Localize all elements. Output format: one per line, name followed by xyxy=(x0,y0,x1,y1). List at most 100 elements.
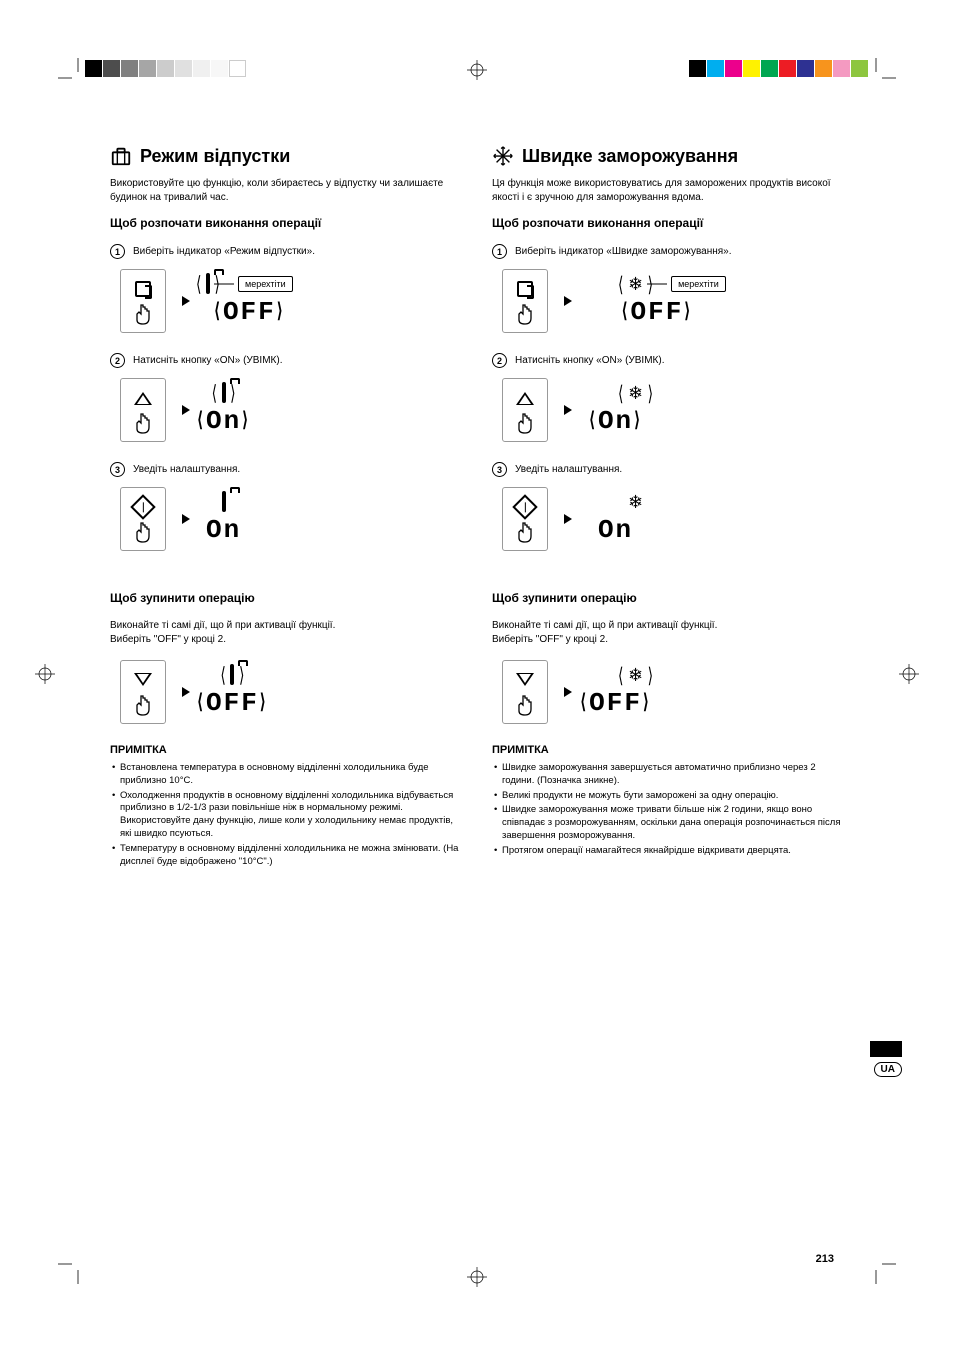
stop-diagram: ❄ OFF xyxy=(502,660,844,724)
step-text: Виберіть індикатор «Швидке заморожування… xyxy=(515,246,732,257)
language-badge: UA xyxy=(874,1059,902,1077)
step-text: Натисніть кнопку «ON» (УВІМК). xyxy=(515,355,664,366)
crop-mark-icon xyxy=(58,58,88,93)
arrow-right-icon xyxy=(182,296,190,306)
step-2-row: 2 Натисніть кнопку «ON» (УВІМК). xyxy=(492,353,844,368)
step-3-row: 3 Уведіть налаштування. xyxy=(492,462,844,477)
color-swatches xyxy=(689,60,869,82)
blink-label: мерехтіти xyxy=(238,276,293,292)
suitcase-icon xyxy=(110,145,132,167)
step-3-diagram: ❄ On xyxy=(502,487,844,551)
hand-pointer-icon xyxy=(133,522,153,542)
note-item: Температуру в основному відділенні холод… xyxy=(110,843,462,869)
triangle-up-icon xyxy=(133,388,153,408)
step-number-icon: 3 xyxy=(492,462,507,477)
fast-freeze-section: Швидке заморожування Ця функція може вик… xyxy=(492,145,844,871)
hand-pointer-icon xyxy=(133,304,153,324)
start-heading: Щоб розпочати виконання операції xyxy=(110,216,462,230)
blink-label: мерехтіти xyxy=(671,276,726,292)
arrow-right-icon xyxy=(182,405,190,415)
triangle-down-icon xyxy=(133,670,153,690)
step-3-diagram: On xyxy=(120,487,462,551)
note-heading: ПРИМІТКА xyxy=(492,744,844,756)
section-title: Швидке заморожування xyxy=(522,146,738,167)
page-content: Режим відпустки Використовуйте цю функці… xyxy=(110,145,844,871)
step-1-diagram: мерехтіти OFF xyxy=(120,269,462,333)
display-value: OFF xyxy=(589,688,642,718)
stop-text: Виконайте ті самі дії, що й при активаці… xyxy=(492,619,844,646)
snowflake-indicator-icon: ❄ xyxy=(628,275,643,293)
control-button xyxy=(120,660,166,724)
crop-mark-icon xyxy=(58,1254,88,1289)
suitcase-indicator-icon xyxy=(206,275,210,293)
hand-pointer-icon xyxy=(515,522,535,542)
enter-icon xyxy=(515,497,535,517)
step-2-row: 2 Натисніть кнопку «ON» (УВІМК). xyxy=(110,353,462,368)
snowflake-indicator-icon: ❄ xyxy=(628,666,643,684)
hand-pointer-icon xyxy=(133,413,153,433)
page-tab-marker xyxy=(870,1041,902,1057)
registration-mark-icon xyxy=(467,1267,487,1287)
stop-heading: Щоб зупинити операцію xyxy=(110,591,462,605)
display-value: On xyxy=(598,406,633,436)
vacation-mode-section: Режим відпустки Використовуйте цю функці… xyxy=(110,145,462,871)
step-number-icon: 1 xyxy=(110,244,125,259)
display-value: OFF xyxy=(630,297,683,327)
step-1-row: 1 Виберіть індикатор «Швидке заморожуван… xyxy=(492,244,844,259)
crop-mark-icon xyxy=(866,1254,896,1289)
step-text: Уведіть налаштування. xyxy=(515,464,622,475)
note-list: Швидке заморожування завершується автома… xyxy=(492,762,844,858)
note-item: Встановлена температура в основному відд… xyxy=(110,762,462,788)
arrow-right-icon xyxy=(564,687,572,697)
triangle-down-icon xyxy=(515,670,535,690)
step-number-icon: 3 xyxy=(110,462,125,477)
arrow-right-icon xyxy=(182,687,190,697)
registration-mark-icon xyxy=(899,664,919,684)
step-number-icon: 2 xyxy=(110,353,125,368)
step-number-icon: 2 xyxy=(492,353,507,368)
suitcase-indicator-icon xyxy=(222,493,226,511)
display-value: OFF xyxy=(223,297,276,327)
note-item: Великі продукти не можуть бути заморожен… xyxy=(492,790,844,803)
control-button xyxy=(120,269,166,333)
control-button xyxy=(502,660,548,724)
snowflake-indicator-icon: ❄ xyxy=(628,493,643,511)
display-value: On xyxy=(598,515,633,545)
note-item: Охолодження продуктів в основному відділ… xyxy=(110,790,462,841)
snowflake-indicator-icon: ❄ xyxy=(628,384,643,402)
arrow-right-icon xyxy=(182,514,190,524)
registration-mark-icon xyxy=(35,664,55,684)
step-3-row: 3 Уведіть налаштування. xyxy=(110,462,462,477)
crop-mark-icon xyxy=(866,58,896,93)
grayscale-swatches xyxy=(85,60,247,82)
step-2-diagram: On xyxy=(120,378,462,442)
snowflake-icon xyxy=(492,145,514,167)
intro-paragraph: Використовуйте цю функцію, коли збираєте… xyxy=(110,177,462,204)
intro-paragraph: Ця функція може використовуватись для за… xyxy=(492,177,844,204)
note-item: Протягом операції намагайтеся якнайрідше… xyxy=(492,845,844,858)
step-text: Натисніть кнопку «ON» (УВІМК). xyxy=(133,355,282,366)
hand-pointer-icon xyxy=(515,695,535,715)
display-value: On xyxy=(206,406,241,436)
hand-pointer-icon xyxy=(133,695,153,715)
display-value: On xyxy=(206,515,241,545)
step-1-diagram: ❄ мерехтіти OFF xyxy=(502,269,844,333)
enter-icon xyxy=(133,497,153,517)
arrow-right-icon xyxy=(564,296,572,306)
note-list: Встановлена температура в основному відд… xyxy=(110,762,462,869)
control-button xyxy=(502,487,548,551)
control-button xyxy=(502,378,548,442)
hand-pointer-icon xyxy=(515,413,535,433)
registration-mark-icon xyxy=(467,60,487,80)
stop-text: Виконайте ті самі дії, що й при активаці… xyxy=(110,619,462,646)
control-button xyxy=(502,269,548,333)
control-button xyxy=(120,378,166,442)
arrow-right-icon xyxy=(564,405,572,415)
menu-icon xyxy=(133,279,153,299)
section-title: Режим відпустки xyxy=(140,146,290,167)
step-1-row: 1 Виберіть індикатор «Режим відпустки». xyxy=(110,244,462,259)
step-text: Уведіть налаштування. xyxy=(133,464,240,475)
note-item: Швидке заморожування завершується автома… xyxy=(492,762,844,788)
hand-pointer-icon xyxy=(515,304,535,324)
step-2-diagram: ❄ On xyxy=(502,378,844,442)
